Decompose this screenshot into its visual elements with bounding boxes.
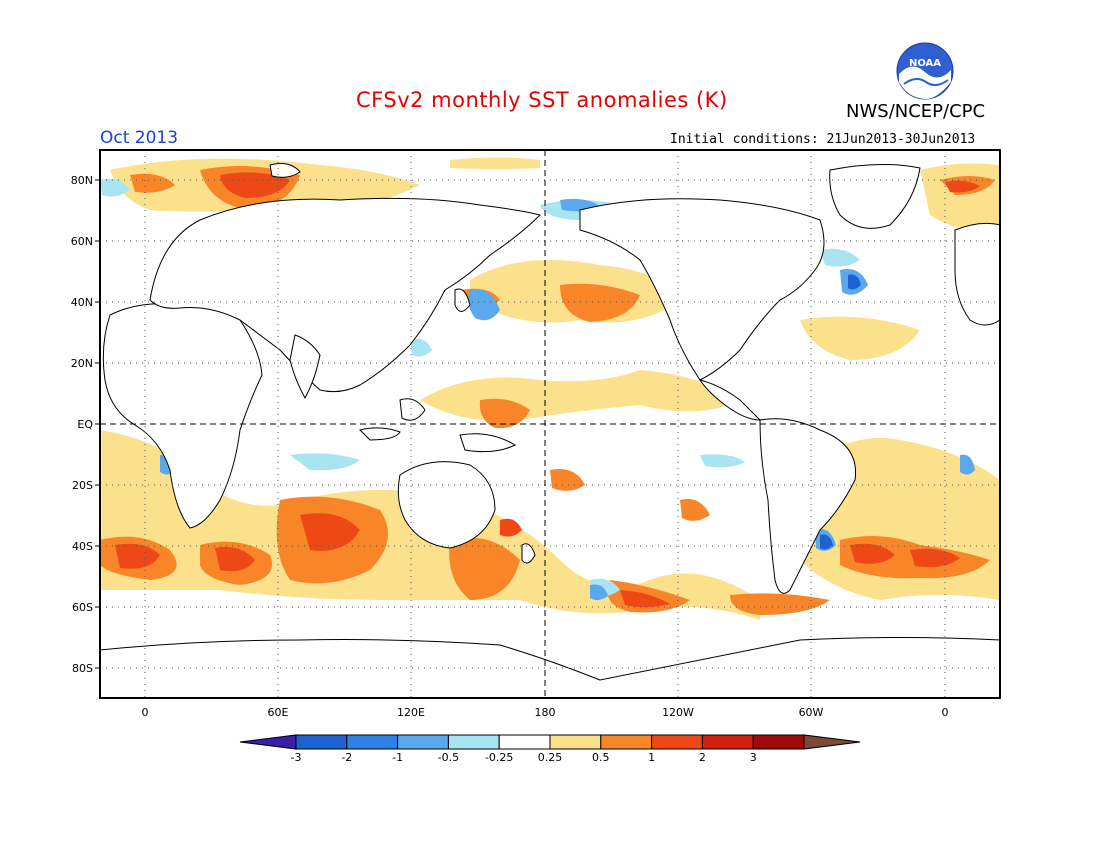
north-america-landmass [579, 198, 825, 381]
colorbar-swatch [549, 734, 602, 750]
svalbard-landmass [269, 163, 301, 178]
lat-label: 40N [71, 296, 93, 309]
logo-text: NOAA [909, 58, 941, 69]
colorbar-label: -3 [291, 751, 302, 764]
europe-wrap-landmass [954, 222, 1000, 326]
lat-label: 20S [72, 479, 93, 492]
colorbar-swatch [651, 734, 703, 750]
graticule [100, 150, 1000, 698]
colorbar-label: 0.25 [538, 751, 563, 764]
lat-label: 40S [72, 540, 93, 553]
new-zealand-landmass [521, 543, 536, 564]
new-guinea-landmass [459, 433, 517, 453]
greenland-landmass [829, 163, 921, 229]
lat-label: 60N [71, 235, 93, 248]
noaa-logo: NOAA [896, 42, 954, 100]
lon-label: 120E [397, 706, 425, 719]
colorbar-label: 1 [648, 751, 655, 764]
borneo-landmass [399, 398, 426, 421]
colorbar: -3 -2 -1 -0.5 -0.25 0.25 0.5 1 2 3 [239, 734, 861, 764]
lat-label: 20N [71, 357, 93, 370]
colorbar-swatch [346, 734, 399, 750]
japan-landmass [454, 288, 471, 312]
colorbar-high-arrow [803, 734, 861, 750]
eurasia-landmass [149, 197, 541, 393]
colorbar-swatch [600, 734, 653, 750]
colorbar-label: -1 [392, 751, 403, 764]
colorbar-label: -2 [341, 751, 352, 764]
center-lines [100, 150, 1000, 698]
south-america-landmass [759, 418, 857, 594]
lon-label: 180 [535, 706, 556, 719]
colorbar-swatch [397, 734, 449, 750]
colorbar-swatch [498, 734, 551, 750]
colorbar-swatch [295, 734, 348, 750]
lon-label: 60E [268, 706, 289, 719]
lat-label: EQ [77, 418, 93, 431]
chart-title: CFSv2 monthly SST anomalies (K) [356, 88, 728, 112]
colorbar-label: -0.25 [485, 751, 513, 764]
colorbar-label: -0.5 [438, 751, 459, 764]
lon-label: 0 [142, 706, 149, 719]
colorbar-label: 0.5 [592, 751, 610, 764]
agency-label: NWS/NCEP/CPC [846, 101, 986, 122]
lon-label: 60W [799, 706, 824, 719]
colorbar-label: 3 [750, 751, 757, 764]
indonesia-landmass [359, 427, 401, 441]
colorbar-swatch [447, 734, 500, 750]
forecast-month: Oct 2013 [100, 128, 179, 148]
colorbar-swatch [752, 734, 805, 750]
lat-label: 80S [72, 662, 93, 675]
initial-conditions: Initial conditions: 21Jun2013-30Jun2013 [670, 132, 976, 147]
lon-label: 0 [942, 706, 949, 719]
colorbar-label: 2 [699, 751, 706, 764]
lat-label: 80N [71, 174, 93, 187]
land-masses [100, 163, 1000, 698]
india-landmass [289, 334, 321, 400]
lat-labels: 80N 60N 40N 20N EQ 20S 40S 60S 80S [71, 174, 94, 675]
australia-landmass [397, 461, 496, 549]
colorbar-swatch [701, 734, 754, 750]
colorbar-low-arrow [239, 734, 297, 750]
lat-ticks [95, 179, 100, 669]
lat-label: 60S [72, 601, 93, 614]
lon-label: 120W [662, 706, 694, 719]
lon-labels: 0 60E 120E 180 120W 60W 0 [142, 706, 949, 719]
